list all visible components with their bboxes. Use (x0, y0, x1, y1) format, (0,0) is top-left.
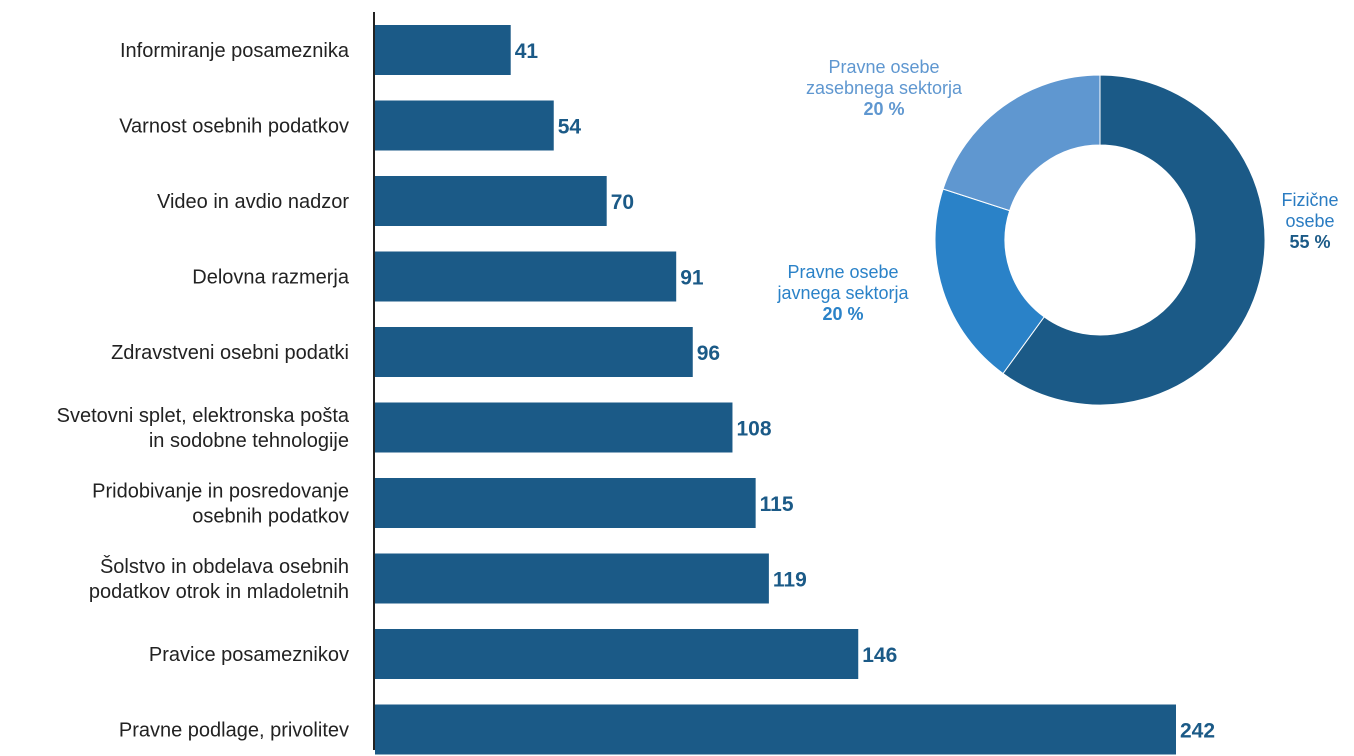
category-label: Video in avdio nadzor (157, 191, 349, 213)
bar-value-label: 91 (680, 267, 704, 290)
category-label: podatkov otrok in mladoletnih (89, 581, 349, 603)
slice-label: Pravne osebe (787, 262, 898, 282)
bar (375, 553, 769, 604)
bar (375, 704, 1176, 755)
bar-value-label: 70 (611, 191, 634, 214)
slice-percent-label: 20 % (863, 99, 904, 119)
donut-slice (934, 188, 1045, 375)
donut-slice (942, 74, 1101, 212)
category-label: Informiranje posameznika (120, 40, 350, 62)
slice-label: Fizične (1281, 190, 1338, 210)
category-label: Šolstvo in obdelava osebnih (100, 555, 349, 578)
category-label: Zdravstveni osebni podatki (111, 342, 349, 364)
category-label: Pridobivanje in posredovanje (92, 481, 349, 503)
slice-label: osebe (1285, 211, 1334, 231)
bar-value-label: 54 (558, 116, 582, 139)
bar-value-label: 96 (697, 342, 720, 365)
category-label: Pravne podlage, privolitev (119, 720, 349, 742)
bar-value-label: 119 (773, 569, 807, 592)
bar (375, 629, 859, 679)
slice-label: Pravne osebe (828, 57, 939, 77)
category-label: Varnost osebnih podatkov (119, 116, 349, 138)
bar-value-label: 146 (862, 644, 897, 667)
bar (375, 402, 733, 453)
category-label: Svetovni splet, elektronska pošta (57, 405, 350, 427)
bar-value-label: 242 (1180, 720, 1215, 743)
bar (375, 251, 677, 302)
bar (375, 100, 554, 151)
category-label: osebnih podatkov (192, 506, 349, 528)
category-label: Delovna razmerja (192, 267, 350, 289)
category-label: Pravice posameznikov (149, 644, 349, 666)
bar (375, 25, 511, 75)
slice-percent-label: 55 % (1289, 232, 1330, 252)
slice-label: javnega sektorja (776, 283, 909, 303)
bar (375, 176, 607, 226)
bar-chart: 41 Informiranje posameznika 54 Varnost oseb… (57, 12, 1215, 755)
bar (375, 327, 693, 377)
donut-slice (1002, 74, 1266, 406)
category-label: in sodobne tehnologije (149, 430, 349, 452)
slice-label: zasebnega sektorja (806, 78, 963, 98)
bar-value-label: 108 (736, 418, 771, 441)
slice-percent-label: 20 % (822, 304, 863, 324)
bar-value-label: 115 (760, 493, 794, 516)
bar-value-label: 41 (515, 40, 539, 63)
bar (375, 478, 756, 528)
